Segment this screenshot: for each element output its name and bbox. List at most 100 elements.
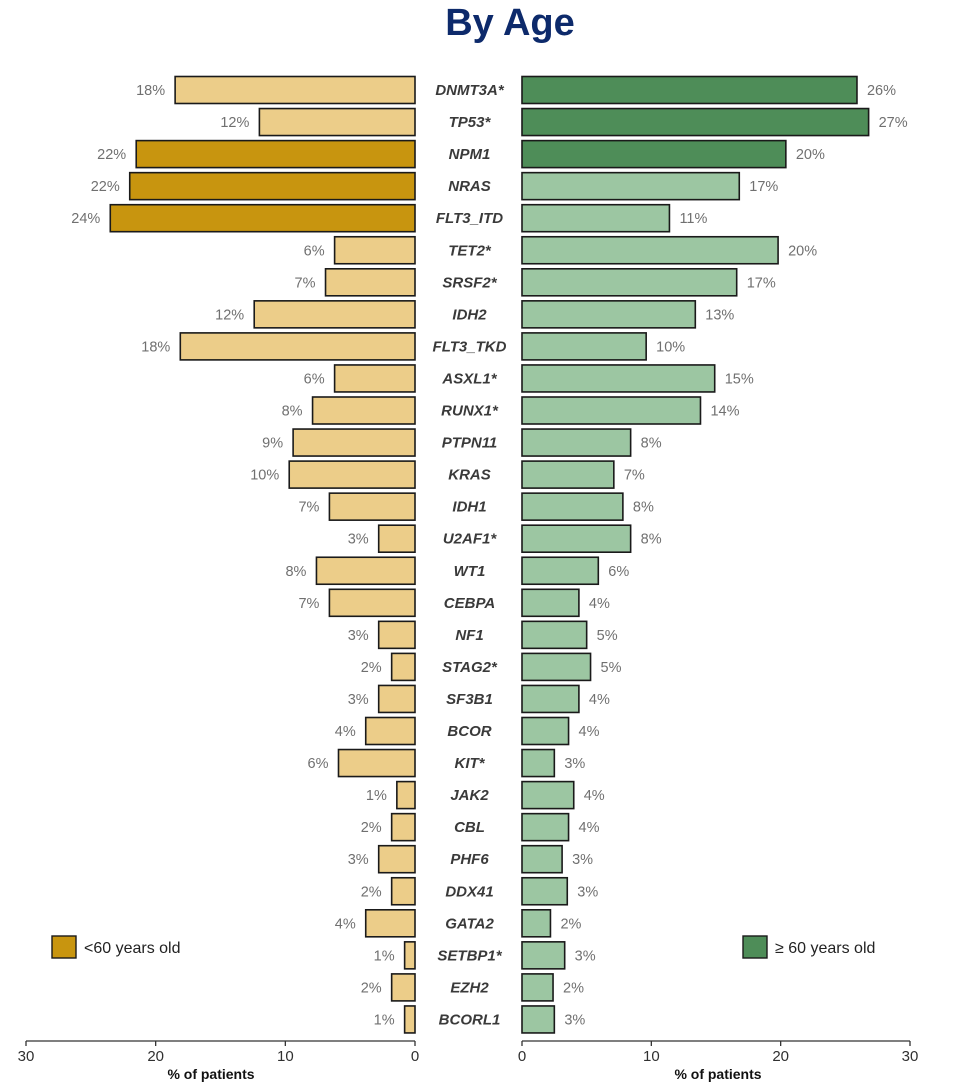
left-bar — [315, 556, 416, 586]
left-bar-label: 1% — [374, 1012, 395, 1028]
gene-label: NF1 — [455, 627, 483, 644]
right-bar — [521, 139, 787, 169]
right-bar-label: 4% — [584, 788, 605, 804]
left-bar — [333, 364, 416, 393]
left-bar-label: 7% — [298, 596, 319, 612]
right-bar-label: 4% — [589, 596, 610, 612]
gene-label: RUNX1* — [441, 403, 499, 420]
left-bar — [328, 588, 416, 618]
left-bar-label: 4% — [335, 724, 356, 740]
left-tick-label: 30 — [18, 1048, 35, 1065]
right-bar — [521, 171, 741, 201]
left-bar-label: 2% — [361, 884, 382, 900]
right-bar-label: 11% — [679, 211, 707, 227]
legend-label-under-60: <60 years old — [84, 940, 181, 957]
gene-label: BCORL1 — [439, 1011, 501, 1028]
left-bar — [333, 235, 416, 265]
left-bar-label: 2% — [361, 980, 382, 996]
left-bar — [403, 1005, 416, 1034]
left-bar-label: 4% — [335, 916, 356, 932]
legend-group: <60 years old ≥ 60 years old — [51, 935, 875, 959]
gene-label: SF3B1 — [446, 691, 493, 708]
chart-title: By Age — [445, 2, 575, 44]
gene-label: SETBP1* — [437, 947, 502, 964]
left-tick-label: 20 — [147, 1048, 164, 1065]
right-bar — [521, 876, 569, 906]
left-bar — [396, 780, 416, 810]
right-bar — [521, 684, 580, 714]
right-bar-label: 5% — [597, 628, 618, 644]
left-bar-label: 3% — [348, 692, 369, 708]
gene-label: ASXL1* — [441, 370, 497, 387]
gene-label: CBL — [454, 819, 485, 836]
right-bar-label: 3% — [564, 756, 585, 772]
left-bar-label: 18% — [141, 339, 170, 355]
right-bar — [521, 107, 870, 137]
gene-label: PTPN11 — [442, 435, 498, 452]
left-bar — [174, 75, 416, 105]
right-bar — [521, 844, 563, 874]
gene-label: IDH1 — [452, 499, 486, 516]
left-bar — [135, 139, 416, 169]
right-bar — [521, 300, 697, 329]
left-bar — [337, 748, 416, 778]
left-bar — [377, 620, 416, 650]
left-bar — [179, 332, 416, 361]
left-bars-group: 18% 12% 22% 22% 24% 6% 7% 12% 18% 6% 8% 9% 10% 7% 3% 8%… — [71, 75, 416, 1034]
gene-label: KRAS — [448, 467, 491, 484]
left-bar — [324, 267, 416, 297]
right-bar — [521, 941, 566, 970]
right-bar-label: 27% — [879, 115, 908, 131]
left-bar-label: 1% — [374, 948, 395, 964]
left-bar-label: 8% — [282, 404, 303, 420]
left-bar — [258, 107, 416, 137]
right-bar — [521, 780, 575, 810]
gene-label: PHF6 — [450, 851, 489, 868]
left-bar-label: 22% — [97, 147, 126, 163]
gene-label: NRAS — [448, 178, 491, 195]
right-bar-label: 20% — [788, 243, 817, 259]
gene-label: NPM1 — [449, 146, 491, 163]
right-bar — [521, 748, 556, 778]
right-x-axis-title: % of patients — [674, 1066, 761, 1082]
left-bar-label: 2% — [361, 660, 382, 676]
right-bar — [521, 492, 624, 521]
right-bar — [521, 235, 779, 265]
right-bar-label: 17% — [747, 275, 776, 291]
legend-label-60-plus: ≥ 60 years old — [775, 940, 875, 957]
gene-label: DNMT3A* — [435, 82, 504, 99]
left-bar-label: 9% — [262, 436, 283, 452]
right-bar — [521, 364, 716, 393]
left-bar — [311, 396, 416, 425]
right-bar-label: 8% — [641, 436, 662, 452]
left-bar — [109, 203, 416, 233]
right-tick-label: 0 — [518, 1048, 526, 1065]
right-bar-label: 3% — [564, 1012, 585, 1028]
right-bar-label: 2% — [560, 916, 581, 932]
right-bar-label: 2% — [563, 980, 584, 996]
left-bar — [377, 684, 416, 714]
gene-label: TET2* — [448, 242, 492, 259]
right-tick-label: 10 — [643, 1048, 660, 1065]
legend-swatch-under-60 — [51, 935, 77, 959]
left-bar — [253, 300, 416, 329]
right-bar-label: 20% — [796, 147, 825, 163]
right-bar — [521, 556, 600, 586]
right-bar-label: 4% — [589, 692, 610, 708]
left-bar-label: 7% — [298, 500, 319, 516]
right-bars-group: 26% 27% 20% 17% 11% 20% 17% 13% 10% 15% 14% 8% 7% 8% 8… — [521, 75, 908, 1034]
left-bar — [377, 524, 416, 554]
left-tick-label: 0 — [411, 1048, 419, 1065]
right-bar-label: 17% — [749, 179, 778, 195]
gene-label: STAG2* — [442, 659, 498, 676]
right-bar-label: 7% — [624, 468, 645, 484]
right-bar-label: 3% — [572, 852, 593, 868]
left-bar-label: 22% — [91, 179, 120, 195]
right-bar — [521, 588, 580, 618]
right-bar-label: 13% — [705, 307, 734, 323]
right-bar — [521, 267, 738, 297]
gene-label: JAK2 — [450, 787, 489, 804]
left-bar-label: 6% — [308, 756, 329, 772]
gene-label: TP53* — [449, 114, 492, 131]
left-tick-label: 10 — [277, 1048, 294, 1065]
